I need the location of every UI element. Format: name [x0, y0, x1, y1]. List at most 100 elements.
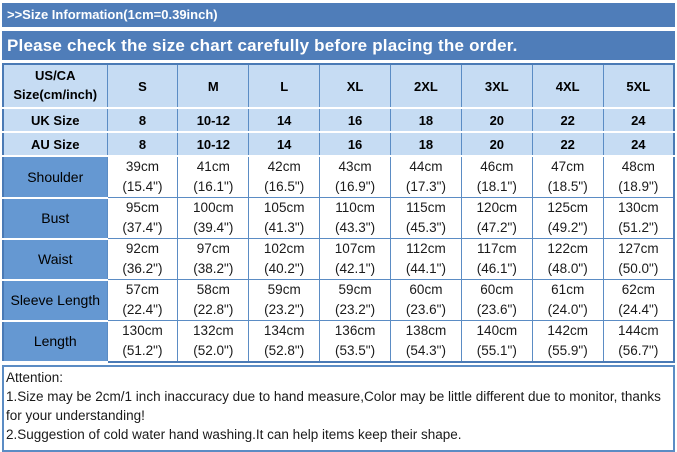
measurement-row-2: Waist 92cm (36.2") 97cm (38.2") 102cm (40.2") 1… [2, 238, 675, 281]
measurement-cell: 127cm (50.0") [602, 238, 675, 280]
row-label: Bust [2, 197, 108, 240]
measurement-cell: 125cm (49.2") [531, 197, 604, 239]
size-value-cell: 10-12 [177, 107, 250, 133]
measurement-cell: 60cm (23.6") [390, 279, 462, 321]
row-label: Shoulder [2, 155, 108, 199]
measurement-cell: 57cm (22.4") [106, 279, 179, 321]
value-inch: (23.6") [405, 302, 446, 317]
value-inch: (46.1") [476, 261, 517, 276]
value-inch: (17.3") [405, 179, 446, 194]
size-value-cell: 24 [602, 131, 675, 157]
value-inch: (55.9") [547, 343, 588, 358]
value-inch: (36.2") [122, 261, 163, 276]
measurement-cell: 142cm (55.9") [531, 320, 604, 363]
measurement-cell: 97cm (38.2") [177, 238, 250, 280]
value-cm: 130cm [122, 323, 163, 339]
size-value-cell: 22 [531, 107, 604, 133]
value-inch: (52.8") [264, 343, 305, 358]
value-cm: 136cm [334, 323, 376, 339]
value-inch: (16.5") [264, 179, 305, 194]
value-inch: (45.3") [405, 220, 446, 235]
size-chart-notice-bar: Please check the size chart carefully be… [2, 31, 675, 60]
value-inch: (16.9") [335, 179, 376, 194]
value-cm: 138cm [405, 323, 447, 339]
value-cm: 47cm [551, 159, 585, 175]
value-cm: 142cm [547, 323, 588, 339]
measurement-cell: 140cm (55.1") [460, 320, 533, 363]
row-label: UK Size [2, 107, 108, 133]
column-header-4XL: 4XL [531, 63, 604, 109]
measurement-cell: 59cm (23.2") [319, 279, 391, 321]
value-cm: 132cm [193, 323, 234, 339]
value-inch: (50.0") [618, 261, 659, 276]
measurement-cell: 47cm (18.5") [531, 155, 604, 198]
row-label: AU Size [2, 131, 108, 157]
measurement-cell: 46cm (18.1") [460, 155, 533, 198]
measurement-cell: 117cm (46.1") [460, 238, 533, 280]
measurement-cell: 42cm (16.5") [248, 155, 321, 198]
measurement-cell: 112cm (44.1") [390, 238, 462, 280]
measurement-cell: 115cm (45.3") [390, 197, 462, 239]
measurement-cell: 60cm (23.6") [460, 279, 533, 321]
value-cm: 105cm [263, 200, 305, 216]
value-cm: 60cm [480, 282, 514, 298]
value-inch: (52.0") [193, 343, 234, 358]
table-header-row: US/CA Size(cm/inch) S M L XL 2XL 3XL 4XL 5XL [2, 63, 675, 109]
size-value-cell: 16 [319, 107, 391, 133]
measurement-cell: 95cm (37.4") [106, 197, 179, 239]
attention-title: Attention: [6, 370, 64, 385]
size-value-cell: 8 [106, 107, 179, 133]
measurement-cell: 110cm (43.3") [319, 197, 391, 239]
size-value-cell: 20 [460, 107, 533, 133]
table-corner-header: US/CA Size(cm/inch) [2, 63, 108, 109]
value-cm: 60cm [409, 282, 443, 298]
value-inch: (41.3") [264, 220, 305, 235]
size-value-cell: 14 [248, 131, 321, 157]
value-cm: 144cm [618, 323, 659, 339]
value-cm: 48cm [621, 159, 655, 175]
measurement-cell: 58cm (22.8") [177, 279, 250, 321]
measurement-cell: 43cm (16.9") [319, 155, 391, 198]
measurement-cell: 136cm (53.5") [319, 320, 391, 363]
value-cm: 39cm [125, 159, 159, 175]
value-cm: 42cm [267, 159, 301, 175]
size-value-cell: 8 [106, 131, 179, 157]
measurement-cell: 120cm (47.2") [460, 197, 533, 239]
value-inch: (40.2") [264, 261, 305, 276]
value-cm: 43cm [338, 159, 372, 175]
value-cm: 57cm [125, 282, 159, 298]
measurement-cell: 100cm (39.4") [177, 197, 250, 239]
size-value-cell: 10-12 [177, 131, 250, 157]
measurement-cell: 134cm (52.8") [248, 320, 321, 363]
value-cm: 59cm [267, 282, 301, 298]
value-cm: 122cm [547, 241, 588, 257]
attention-box: Attention: 1.Size may be 2cm/1 inch inac… [2, 365, 675, 452]
size-value-cell: 20 [460, 131, 533, 157]
value-inch: (24.0") [547, 302, 588, 317]
value-cm: 41cm [196, 159, 230, 175]
size-value-cell: 18 [390, 131, 462, 157]
measurement-cell: 107cm (42.1") [319, 238, 391, 280]
column-header-M: M [177, 63, 250, 109]
value-cm: 127cm [618, 241, 659, 257]
size-information-title: >>Size Information(1cm=0.39inch) [7, 7, 218, 22]
value-cm: 140cm [476, 323, 518, 339]
value-inch: (53.5") [335, 343, 376, 358]
size-table-body: US/CA Size(cm/inch) S M L XL 2XL 3XL 4XL 5XL UK S… [2, 63, 675, 363]
row-label: Length [2, 320, 108, 363]
value-inch: (49.2") [547, 220, 588, 235]
value-inch: (44.1") [405, 261, 446, 276]
value-inch: (22.4") [122, 302, 163, 317]
value-inch: (23.6") [476, 302, 517, 317]
value-cm: 130cm [618, 200, 659, 216]
measurement-cell: 92cm (36.2") [106, 238, 179, 280]
value-cm: 102cm [263, 241, 305, 257]
measurement-cell: 130cm (51.2") [106, 320, 179, 363]
value-inch: (23.2") [264, 302, 305, 317]
measurement-row-3: Sleeve Length 57cm (22.4") 58cm (22.8") 59cm (… [2, 279, 675, 322]
column-header-2XL: 2XL [390, 63, 462, 109]
value-cm: 61cm [551, 282, 585, 298]
value-cm: 107cm [334, 241, 376, 257]
measurement-cell: 130cm (51.2") [602, 197, 675, 239]
value-cm: 115cm [406, 200, 446, 216]
